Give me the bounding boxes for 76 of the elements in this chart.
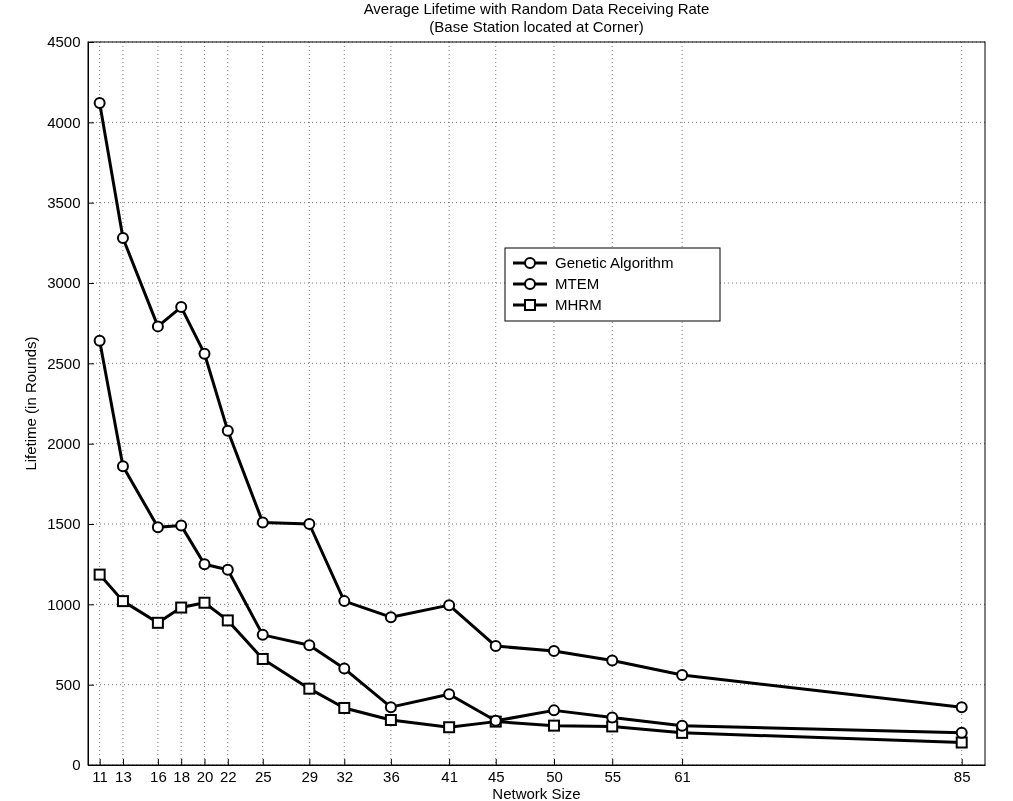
y-tick-label: 4500 — [47, 33, 81, 51]
point — [175, 301, 188, 314]
point — [547, 704, 560, 717]
x-tick-label: 29 — [301, 767, 319, 785]
x-tick-label: 13 — [115, 767, 132, 785]
point — [443, 688, 456, 701]
y-tick-label: 1500 — [47, 515, 81, 533]
point — [198, 347, 211, 360]
point — [955, 726, 968, 739]
x-tick-label: 45 — [487, 767, 505, 785]
point — [547, 644, 560, 657]
point — [93, 97, 106, 110]
point — [256, 516, 269, 529]
x-axis-title: Network Size — [492, 785, 581, 801]
point — [151, 521, 164, 534]
x-tick-label: 55 — [604, 767, 622, 785]
x-tick-label: 11 — [92, 767, 108, 785]
point — [175, 519, 188, 532]
y-tick-label: 500 — [55, 675, 81, 693]
y-tick-label: 3500 — [47, 193, 81, 211]
point — [606, 711, 619, 724]
point — [676, 719, 689, 732]
point — [443, 599, 456, 612]
y-tick-label: 3000 — [47, 274, 81, 292]
point — [547, 719, 560, 732]
point — [93, 334, 106, 347]
x-tick-label: 85 — [953, 767, 971, 785]
point — [175, 601, 188, 614]
x-tick-label: 61 — [674, 767, 691, 785]
point — [151, 616, 164, 629]
y-tick-label: 4000 — [47, 113, 81, 131]
point — [303, 518, 316, 530]
point — [384, 611, 397, 624]
x-tick-label: 32 — [336, 767, 354, 785]
point — [489, 640, 502, 653]
legend-label: Genetic Algorithm — [555, 254, 674, 271]
point — [256, 652, 269, 665]
point — [338, 662, 351, 675]
point — [676, 669, 689, 682]
y-axis-title: Lifetime (in Rounds) — [22, 336, 39, 471]
x-tick-label: 22 — [219, 767, 237, 785]
point — [256, 628, 269, 641]
point — [443, 721, 456, 734]
y-tick-label: 0 — [72, 756, 81, 774]
point — [221, 424, 234, 437]
x-tick-label: 36 — [383, 767, 400, 785]
point — [151, 320, 164, 333]
chart-title: Average Lifetime with Random Data Receiving Rate (Base Station located at Corner) — [363, 0, 710, 35]
point — [116, 595, 129, 608]
point — [303, 682, 316, 695]
x-tick-label: 18 — [173, 767, 191, 785]
y-tick-label: 2000 — [47, 434, 81, 452]
point — [303, 639, 316, 652]
point — [116, 460, 129, 473]
legend-label: MHRM — [555, 296, 602, 313]
point — [221, 614, 234, 627]
x-tick-label: 20 — [196, 767, 214, 785]
point — [221, 563, 234, 576]
x-tick-label: 50 — [546, 767, 563, 785]
x-tick-label: 25 — [254, 767, 272, 785]
x-tick-label: 16 — [150, 767, 167, 785]
point — [384, 701, 397, 714]
point — [384, 714, 397, 727]
y-tick-label: 1000 — [47, 595, 81, 613]
y-tick-label: 2500 — [47, 354, 81, 372]
x-tick-label: 41 — [441, 767, 458, 785]
point — [116, 232, 129, 245]
point — [606, 654, 619, 667]
point — [198, 596, 211, 609]
point — [955, 736, 968, 749]
point — [338, 701, 351, 714]
point — [955, 701, 968, 714]
point — [93, 568, 106, 581]
point — [338, 595, 351, 608]
point — [198, 558, 211, 571]
legend-label: MTEM — [555, 275, 600, 292]
